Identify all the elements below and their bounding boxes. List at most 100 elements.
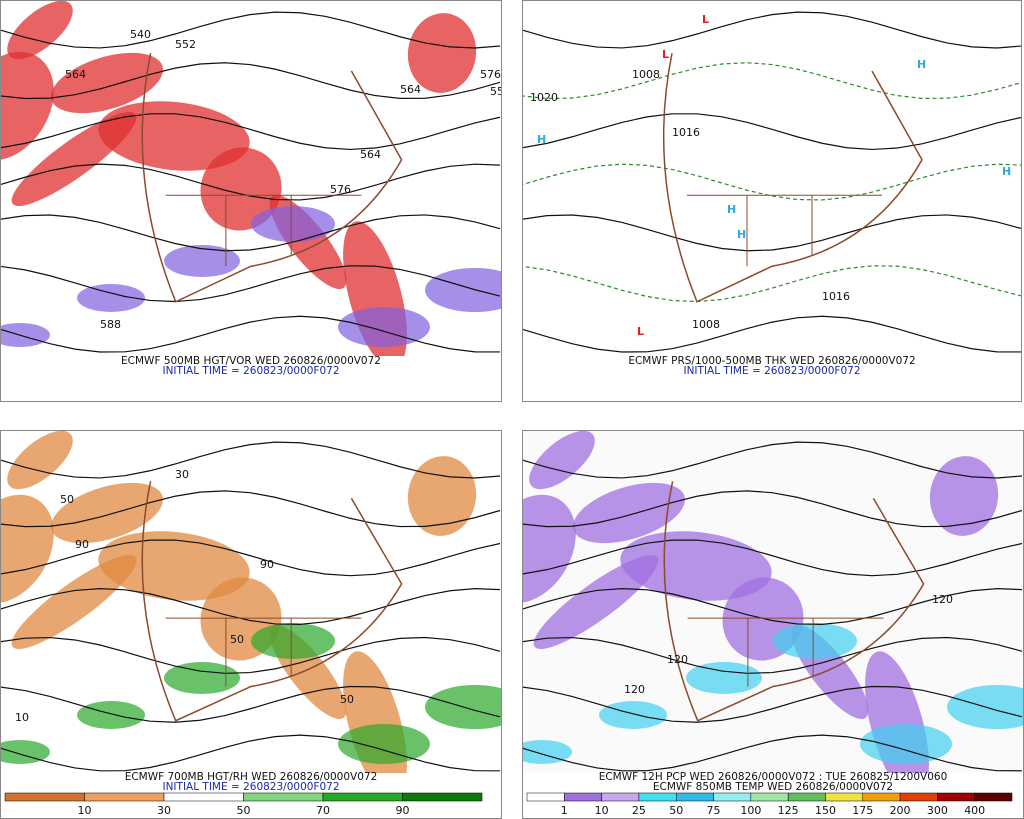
- map-area: 540 552 564 576 564 552 588 576 564: [1, 1, 501, 356]
- map-label: L: [702, 13, 709, 26]
- colorbar-label: 75: [707, 804, 721, 817]
- field-blob: [773, 623, 857, 659]
- map-area: 50 90 10 30 50 90 50: [1, 431, 501, 773]
- colorbar-label: 1: [561, 804, 568, 817]
- subcaption: ECMWF 850MB TEMP WED 260826/0000V072: [653, 781, 893, 793]
- map-label: 1008: [692, 318, 720, 331]
- map-label: 50: [230, 633, 244, 646]
- contour: [523, 113, 1021, 151]
- colorbar-label: 25: [632, 804, 646, 817]
- field-blob: [1, 494, 54, 604]
- contour: [523, 214, 1021, 252]
- colorbar-cell: [402, 792, 483, 802]
- field-blob: [11, 555, 137, 649]
- colorbar-label: 175: [852, 804, 873, 817]
- map-label: 576: [330, 183, 351, 196]
- map-label: 540: [130, 28, 151, 41]
- map-label: L: [637, 325, 644, 338]
- contour: [523, 490, 1023, 528]
- field-blob: [7, 431, 73, 490]
- map-label: H: [1002, 165, 1011, 178]
- contour: [523, 539, 1023, 577]
- contour: [1, 315, 501, 353]
- map-label: 1020: [530, 91, 558, 104]
- field-blob: [1, 740, 50, 764]
- field-blob: [338, 307, 430, 347]
- contour: [1, 685, 501, 723]
- field-blob: [77, 284, 145, 312]
- field-blob: [620, 531, 772, 601]
- map-label: 90: [75, 538, 89, 551]
- contour: [523, 734, 1023, 772]
- caption: ECMWF PRS/1000-500MB THK WED 260826/0000…: [628, 355, 915, 367]
- map-panel: 50 90 10 30 50 90 50 ECMWF 700MB HGT/RH WED 260…: [0, 430, 502, 819]
- map-label: 120: [667, 653, 688, 666]
- subcaption: INITIAL TIME = 260823/0000F072: [162, 365, 339, 377]
- map-label: 576: [480, 68, 501, 81]
- map-label: 588: [100, 318, 121, 331]
- field-blob: [533, 555, 659, 649]
- colorbar-cell: [713, 792, 752, 802]
- field-blob: [686, 662, 762, 694]
- borders: [687, 617, 884, 687]
- map-panel: 540 552 564 576 564 552 588 576 564 ECMWF 500MB H…: [0, 0, 502, 402]
- colorbar-cell: [787, 792, 826, 802]
- field-blob: [200, 147, 282, 231]
- map-label: 50: [340, 693, 354, 706]
- field-blob: [523, 494, 576, 604]
- field-blob: [77, 701, 145, 729]
- coastline: [141, 53, 403, 303]
- contour: [1, 11, 501, 49]
- colorbar-label: 400: [964, 804, 985, 817]
- colorbar-label: 30: [157, 804, 171, 817]
- contour: [1, 490, 501, 528]
- field-blob: [425, 685, 501, 729]
- field-blob: [164, 662, 240, 694]
- map-label: 120: [624, 683, 645, 696]
- borders: [165, 194, 362, 267]
- colorbar-cell: [163, 792, 244, 802]
- colorbar-label: 150: [815, 804, 836, 817]
- field-blob: [1, 51, 54, 161]
- colorbar-label: 125: [778, 804, 799, 817]
- field-blob: [338, 724, 430, 764]
- map-label: 30: [175, 468, 189, 481]
- map-label: H: [917, 58, 926, 71]
- contour: [1, 441, 501, 479]
- field-blob: [7, 1, 73, 60]
- colorbar-label: 100: [740, 804, 761, 817]
- map-label: 564: [400, 83, 421, 96]
- field-blob: [51, 52, 163, 114]
- colorbar-cell: [638, 792, 677, 802]
- map-panel: 120 120 120 ECMWF 12H PCP WED 260826/0000V0…: [522, 430, 1024, 819]
- map-label: 552: [175, 38, 196, 51]
- colorbar-cell: [526, 792, 565, 802]
- field-blob: [251, 206, 335, 242]
- colorbar-label: 70: [316, 804, 330, 817]
- panel-frame: [522, 0, 1022, 402]
- field-blob: [407, 13, 477, 93]
- coastline: [663, 481, 925, 722]
- contour: [523, 163, 1021, 201]
- colorbar-cell: [322, 792, 403, 802]
- field-blob: [251, 623, 335, 659]
- contour: [523, 62, 1021, 100]
- contour: [523, 315, 1021, 353]
- map-label: 10: [15, 711, 29, 724]
- colorbar-cell: [750, 792, 789, 802]
- map-label: H: [737, 228, 746, 241]
- map-label: 50: [60, 493, 74, 506]
- field-blob: [407, 456, 477, 536]
- field-blob: [860, 724, 952, 764]
- field-blob: [164, 245, 240, 277]
- field-blob: [11, 112, 137, 206]
- colorbar-label: 10: [595, 804, 609, 817]
- caption: ECMWF 500MB HGT/VOR WED 260826/0000V072: [121, 355, 381, 367]
- colorbar-label: 300: [927, 804, 948, 817]
- map-label: H: [727, 203, 736, 216]
- subcaption: INITIAL TIME = 260823/0000F072: [683, 365, 860, 377]
- colorbar-cell: [84, 792, 165, 802]
- contour: [1, 636, 501, 674]
